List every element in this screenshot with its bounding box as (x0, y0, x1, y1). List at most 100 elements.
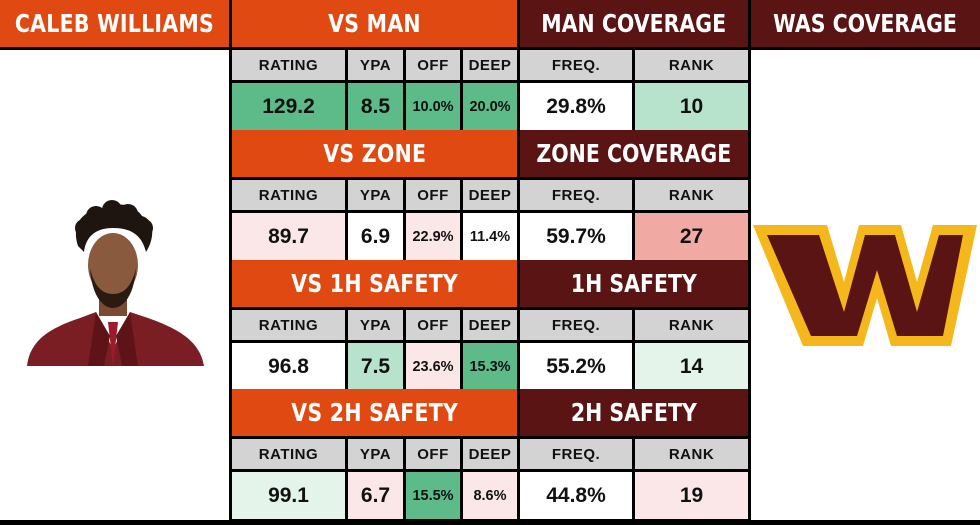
2h-safety-coverage-header-text: 2H SAFETY (570, 398, 698, 427)
man-ypa-label: YPA (348, 50, 403, 80)
1h-safety-rating-value: 96.8 (232, 343, 345, 390)
man-rating-value-text: 129.2 (262, 94, 315, 118)
zone-off-value-text: 22.9% (412, 228, 454, 245)
man-rank-value-text: 10 (679, 94, 704, 118)
zone-coverage-header-text: ZONE COVERAGE (536, 139, 732, 168)
man-deep-label-text: DEEP (468, 56, 512, 74)
player-name: CALEB WILLIAMS (14, 9, 215, 38)
man-rating-value: 129.2 (232, 83, 345, 130)
vs-man-header: VS MAN (232, 0, 517, 47)
zone-off-label: OFF (406, 180, 460, 210)
vs-man-header-text: VS MAN (328, 9, 421, 38)
man-deep-label: DEEP (463, 50, 517, 80)
zone-rating-label: RATING (232, 180, 345, 210)
player-photo-panel (0, 50, 229, 520)
man-rank-value: 10 (635, 83, 748, 130)
2h-safety-rank-label: RANK (635, 439, 748, 469)
2h-safety-deep-label: DEEP (463, 439, 517, 469)
2h-safety-ypa-value: 6.7 (348, 472, 403, 519)
zone-freq-label: FREQ. (520, 180, 632, 210)
zone-deep-value-text: 11.4% (469, 228, 511, 245)
1h-safety-freq-label: FREQ. (520, 310, 632, 340)
2h-safety-rating-value-text: 99.1 (268, 483, 309, 507)
1h-safety-off-label-text: OFF (417, 316, 449, 334)
1h-safety-rating-value-text: 96.8 (268, 354, 309, 378)
zone-ypa-value-text: 6.9 (360, 224, 391, 248)
2h-safety-ypa-value-text: 6.7 (360, 483, 391, 507)
man-deep-value: 20.0% (463, 83, 517, 130)
zone-coverage-header: ZONE COVERAGE (520, 130, 748, 177)
zone-freq-label-text: FREQ. (551, 186, 601, 204)
2h-safety-rank-label-text: RANK (668, 445, 715, 463)
man-deep-value-text: 20.0% (469, 98, 511, 115)
man-coverage-header-text: MAN COVERAGE (541, 9, 727, 38)
vs-1h-safety-header-text: VS 1H SAFETY (291, 269, 458, 298)
2h-safety-freq-value: 44.8% (520, 472, 632, 519)
1h-safety-rating-label: RATING (232, 310, 345, 340)
2h-safety-freq-label-text: FREQ. (551, 445, 601, 463)
commanders-w-logo-icon (753, 225, 977, 346)
1h-safety-rank-value-text: 14 (679, 354, 704, 378)
1h-safety-coverage-header-text: 1H SAFETY (570, 269, 698, 298)
team-coverage-header: WAS COVERAGE (751, 0, 980, 47)
2h-safety-off-value: 15.5% (406, 472, 460, 519)
2h-safety-ypa-label: YPA (348, 439, 403, 469)
2h-safety-ypa-label-text: YPA (359, 445, 392, 463)
1h-safety-ypa-value-text: 7.5 (360, 354, 391, 378)
man-rating-label: RATING (232, 50, 345, 80)
vs-2h-safety-header-text: VS 2H SAFETY (291, 398, 458, 427)
2h-safety-rating-label-text: RATING (258, 445, 319, 463)
1h-safety-rank-value: 14 (635, 343, 748, 390)
man-off-value-text: 10.0% (412, 98, 454, 115)
zone-rating-value-text: 89.7 (268, 224, 309, 248)
vs-zone-header-text: VS ZONE (323, 139, 426, 168)
1h-safety-deep-value: 15.3% (463, 343, 517, 390)
man-rating-label-text: RATING (258, 56, 319, 74)
1h-safety-ypa-label: YPA (348, 310, 403, 340)
man-freq-value: 29.8% (520, 83, 632, 130)
zone-off-label-text: OFF (417, 186, 449, 204)
man-freq-value-text: 29.8% (546, 94, 606, 118)
2h-safety-rank-value-text: 19 (679, 483, 704, 507)
1h-safety-rank-label: RANK (635, 310, 748, 340)
zone-rank-label-text: RANK (668, 186, 715, 204)
vs-zone-header: VS ZONE (232, 130, 517, 177)
1h-safety-off-value: 23.6% (406, 343, 460, 390)
zone-rank-value: 27 (635, 213, 748, 260)
2h-safety-off-label: OFF (406, 439, 460, 469)
2h-safety-rating-label: RATING (232, 439, 345, 469)
1h-safety-rating-label-text: RATING (258, 316, 319, 334)
man-off-label-text: OFF (417, 56, 449, 74)
zone-rating-label-text: RATING (258, 186, 319, 204)
zone-deep-label: DEEP (463, 180, 517, 210)
zone-ypa-label: YPA (348, 180, 403, 210)
zone-ypa-value: 6.9 (348, 213, 403, 260)
zone-rating-value: 89.7 (232, 213, 345, 260)
zone-freq-value-text: 59.7% (546, 224, 606, 248)
vs-2h-safety-header: VS 2H SAFETY (232, 389, 517, 436)
2h-safety-deep-value: 8.6% (463, 472, 517, 519)
man-rank-label: RANK (635, 50, 748, 80)
man-rank-label-text: RANK (668, 56, 715, 74)
man-ypa-label-text: YPA (359, 56, 392, 74)
zone-freq-value: 59.7% (520, 213, 632, 260)
man-off-label: OFF (406, 50, 460, 80)
1h-safety-freq-value-text: 55.2% (546, 354, 606, 378)
man-ypa-value: 8.5 (348, 83, 403, 130)
1h-safety-deep-label-text: DEEP (468, 316, 512, 334)
zone-off-value: 22.9% (406, 213, 460, 260)
zone-rank-label: RANK (635, 180, 748, 210)
team-coverage-title: WAS COVERAGE (773, 9, 958, 38)
player-headshot-icon (27, 200, 204, 366)
2h-safety-deep-label-text: DEEP (468, 445, 512, 463)
2h-safety-coverage-header: 2H SAFETY (520, 389, 748, 436)
man-off-value: 10.0% (406, 83, 460, 130)
1h-safety-deep-label: DEEP (463, 310, 517, 340)
2h-safety-rank-value: 19 (635, 472, 748, 519)
2h-safety-off-label-text: OFF (417, 445, 449, 463)
2h-safety-rating-value: 99.1 (232, 472, 345, 519)
1h-safety-freq-value: 55.2% (520, 343, 632, 390)
man-coverage-header: MAN COVERAGE (520, 0, 748, 47)
1h-safety-off-value-text: 23.6% (412, 358, 454, 375)
1h-safety-deep-value-text: 15.3% (469, 358, 511, 375)
